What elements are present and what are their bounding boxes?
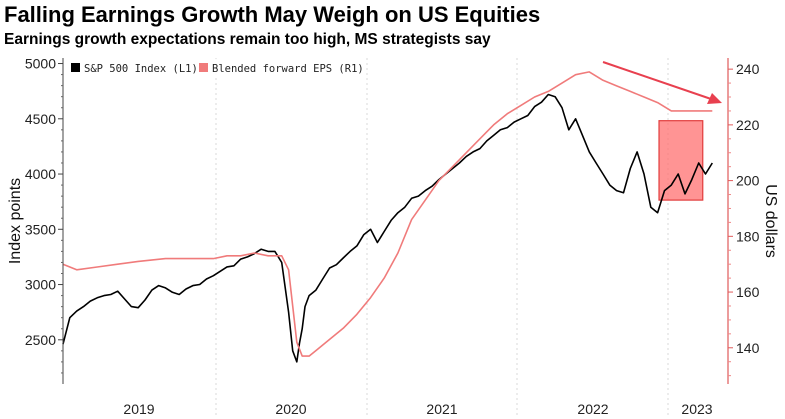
trend-arrow-shaft <box>602 61 715 101</box>
right-tick-label: 180 <box>736 228 760 244</box>
left-tick-label: 3500 <box>25 221 56 237</box>
right-axis-title: US dollars <box>762 184 779 258</box>
highlight-layer <box>658 120 704 201</box>
sp500-line <box>62 93 713 363</box>
right-tick-label: 240 <box>736 61 760 77</box>
trend-arrow-head <box>707 93 722 104</box>
x-tick-label: 2023 <box>681 401 712 417</box>
chart-subtitle: Earnings growth expectations remain too … <box>4 31 491 48</box>
right-tick-label: 140 <box>736 340 760 356</box>
left-axis-title: Index points <box>7 178 24 264</box>
left-tick-label: 5000 <box>25 56 56 72</box>
eps-line <box>62 71 713 357</box>
highlight-box <box>658 120 704 201</box>
x-tick-label: 2022 <box>577 401 608 417</box>
right-tick-label: 220 <box>736 117 760 133</box>
x-tick-label: 2019 <box>123 401 154 417</box>
legend-label-sp500: S&P 500 Index (L1) <box>84 63 198 75</box>
chart-legend: S&P 500 Index (L1) Blended forward EPS (R… <box>66 59 364 77</box>
left-tick-label: 4500 <box>25 111 56 127</box>
x-tick-label: 2021 <box>426 401 457 417</box>
left-tick-label: 2500 <box>25 332 56 348</box>
legend-swatch-sp500 <box>71 63 80 72</box>
series-lines <box>62 71 713 363</box>
chart-axes <box>58 58 733 384</box>
x-tick-label: 2020 <box>275 401 306 417</box>
chart-title: Falling Earnings Growth May Weigh on US … <box>4 2 541 27</box>
legend-swatch-eps <box>199 63 208 72</box>
legend-label-eps: Blended forward EPS (R1) <box>212 63 364 75</box>
left-tick-label: 3000 <box>25 277 56 293</box>
left-tick-label: 4000 <box>25 166 56 182</box>
chart-grid <box>215 58 669 418</box>
right-tick-label: 160 <box>736 284 760 300</box>
chart-annotations <box>602 61 722 104</box>
tick-labels: 2500 3000 3500 4000 4500 5000 140 160 180 200 220 2… <box>7 56 779 417</box>
right-tick-label: 200 <box>736 173 760 189</box>
